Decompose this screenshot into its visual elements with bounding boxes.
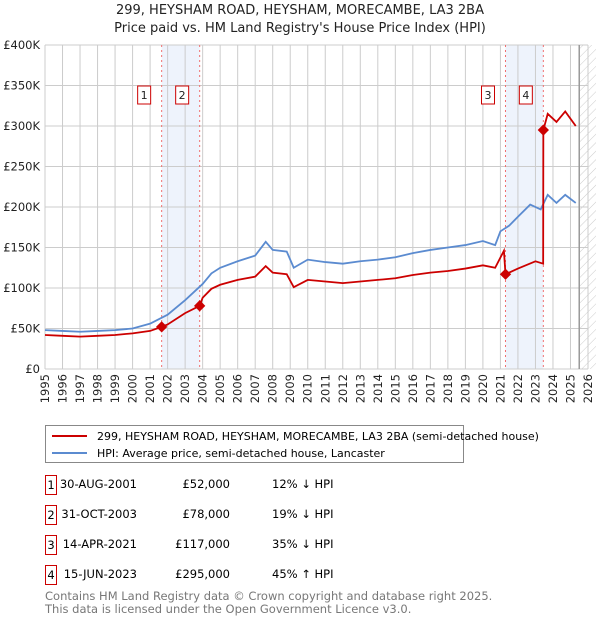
x-tick-label: 2007 — [248, 374, 262, 403]
sale-label: 1 — [141, 89, 148, 102]
y-tick-label: £50K — [11, 322, 41, 336]
sale-row: 2 31-OCT-2003 £78,000 19% ↓ HPI — [45, 505, 445, 525]
sale-label-box — [518, 85, 533, 105]
sale-date: 14-APR-2021 — [62, 537, 137, 551]
x-tick-label: 2026 — [581, 374, 595, 403]
x-tick-label: 1996 — [56, 374, 70, 403]
x-tick-label: 2001 — [143, 374, 157, 403]
sale-hpi: 19% ↓ HPI — [272, 507, 334, 521]
sale-date: 30-AUG-2001 — [59, 477, 137, 491]
sale-point — [499, 268, 512, 280]
sale-point — [194, 300, 206, 312]
x-tick-label: 1995 — [38, 374, 52, 403]
legend-item-hpi: HPI: Average price, semi-detached house,… — [52, 445, 385, 461]
sale-label: 2 — [179, 89, 186, 102]
x-tick-label: 2006 — [231, 374, 245, 403]
sale-number: 2 — [45, 505, 57, 525]
footer-licence: This data is licensed under the Open Gov… — [45, 602, 412, 616]
x-tick-label: 2015 — [388, 374, 402, 403]
sale-row: 4 15-JUN-2023 £295,000 45% ↑ HPI — [45, 565, 445, 585]
x-tick-label: 2009 — [283, 374, 297, 403]
x-tick-label: 2010 — [301, 374, 315, 403]
sale-label-box — [137, 85, 152, 105]
legend-item-property: 299, HEYSHAM ROAD, HEYSHAM, MORECAMBE, L… — [52, 428, 539, 444]
legend-label: 299, HEYSHAM ROAD, HEYSHAM, MORECAMBE, L… — [97, 429, 539, 443]
x-tick-label: 2016 — [406, 374, 420, 403]
y-tick-label: £400K — [3, 38, 40, 52]
x-tick-label: 2020 — [476, 374, 490, 403]
x-tick-label: 1999 — [108, 374, 122, 403]
x-tick-label: 2005 — [213, 374, 227, 403]
sale-label: 4 — [522, 89, 529, 102]
sale-price: £52,000 — [182, 477, 230, 491]
series-line — [44, 109, 577, 338]
x-tick-label: 2019 — [458, 374, 472, 403]
y-tick-label: £350K — [3, 79, 40, 93]
sale-number: 3 — [45, 535, 57, 555]
sale-row: 1 30-AUG-2001 £52,000 12% ↓ HPI — [45, 475, 445, 495]
x-tick-label: 2014 — [371, 374, 385, 403]
legend: 299, HEYSHAM ROAD, HEYSHAM, MORECAMBE, L… — [45, 425, 539, 463]
sale-price: £117,000 — [175, 537, 230, 551]
sale-date: 15-JUN-2023 — [63, 567, 137, 581]
x-tick-label: 2017 — [423, 374, 437, 403]
x-tick-label: 2025 — [563, 374, 577, 403]
sale-label-box — [480, 85, 495, 105]
x-tick-label: 2003 — [178, 374, 192, 403]
legend-label: HPI: Average price, semi-detached house,… — [97, 446, 385, 460]
sale-number: 1 — [45, 475, 57, 495]
footer-copyright: Contains HM Land Registry data © Crown c… — [45, 589, 493, 603]
y-tick-label: £200K — [3, 200, 40, 214]
x-tick-label: 2021 — [493, 374, 507, 403]
x-tick-label: 2008 — [266, 374, 280, 403]
x-tick-label: 2023 — [528, 374, 542, 403]
sale-label: 3 — [484, 89, 491, 102]
y-tick-label: £300K — [3, 119, 40, 133]
sale-price: £78,000 — [182, 507, 230, 521]
x-tick-label: 2011 — [318, 374, 332, 403]
chart-title: 299, HEYSHAM ROAD, HEYSHAM, MORECAMBE, L… — [115, 3, 484, 18]
sale-date: 31-OCT-2003 — [61, 507, 137, 521]
sale-hpi: 12% ↓ HPI — [272, 477, 334, 491]
x-tick-label: 2002 — [161, 374, 175, 403]
series-line — [44, 193, 577, 333]
x-tick-label: 2012 — [336, 374, 350, 403]
sale-number: 4 — [45, 565, 57, 585]
sale-hpi: 35% ↓ HPI — [272, 537, 334, 551]
chart-subtitle: Price paid vs. HM Land Registry's House … — [114, 21, 486, 36]
y-tick-label: £150K — [3, 241, 40, 255]
sale-price: £295,000 — [175, 567, 230, 581]
x-tick-label: 2000 — [126, 374, 140, 403]
x-tick-label: 1997 — [73, 374, 87, 403]
y-tick-label: £100K — [3, 281, 40, 295]
sale-hpi: 45% ↑ HPI — [272, 567, 334, 581]
sale-point — [156, 321, 168, 333]
x-tick-label: 2022 — [511, 374, 525, 403]
sale-row: 3 14-APR-2021 £117,000 35% ↓ HPI — [45, 535, 445, 555]
x-tick-label: 2013 — [353, 374, 367, 403]
y-tick-label: £250K — [3, 160, 40, 174]
x-tick-label: 2024 — [546, 374, 560, 403]
x-tick-label: 1998 — [91, 374, 105, 403]
sale-label-box — [175, 85, 190, 105]
x-tick-label: 2004 — [196, 374, 210, 403]
y-tick-label: £0 — [25, 362, 40, 376]
x-tick-label: 2018 — [441, 374, 455, 403]
price-chart: 1995 1996 1997 1998 1999 2000 2001 2002 2003 2004… — [3, 38, 596, 403]
